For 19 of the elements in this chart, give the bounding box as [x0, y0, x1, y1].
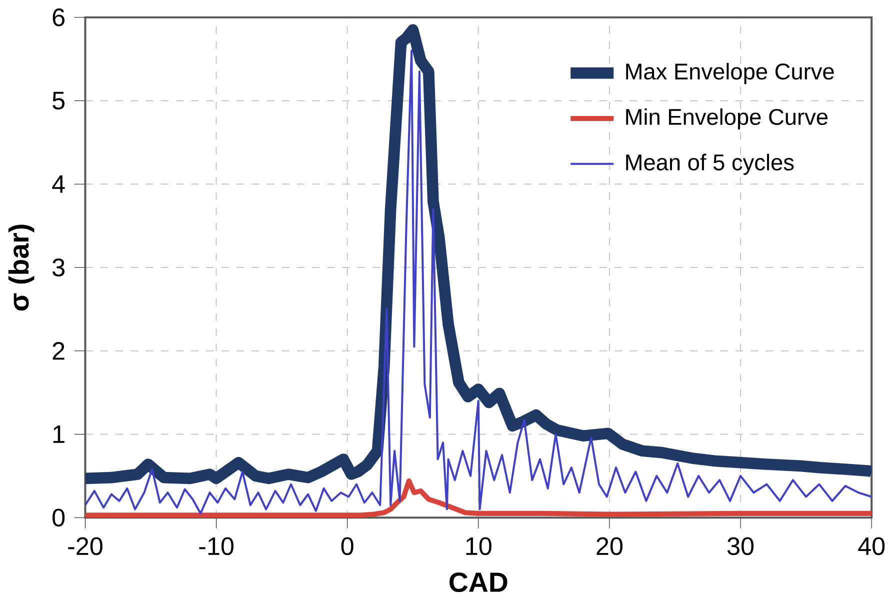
legend-label: Mean of 5 cycles [626, 154, 794, 175]
x-tick-label: 0 [341, 537, 354, 555]
y-tick-label: 4 [52, 175, 65, 193]
y-tick-label: 5 [52, 92, 65, 110]
x-tick-label: -20 [68, 537, 102, 555]
y-axis-title: σ (bar) [8, 224, 34, 310]
y-tick-label: 0 [52, 508, 65, 526]
y-tick-label: 3 [52, 258, 64, 276]
y-tick-label: 6 [52, 8, 64, 26]
x-tick-label: -10 [199, 537, 234, 555]
legend-label: Max Envelope Curve [626, 62, 834, 84]
x-tick-label: 10 [466, 537, 492, 555]
legend-label: Min Envelope Curve [626, 108, 828, 130]
x-axis-title: CAD [450, 572, 508, 592]
y-tick-label: 2 [52, 342, 64, 360]
y-tick-label: 1 [53, 425, 64, 443]
x-tick-label: 30 [727, 537, 754, 555]
x-tick-label: 20 [596, 537, 622, 555]
x-tick-label: 40 [858, 537, 885, 555]
